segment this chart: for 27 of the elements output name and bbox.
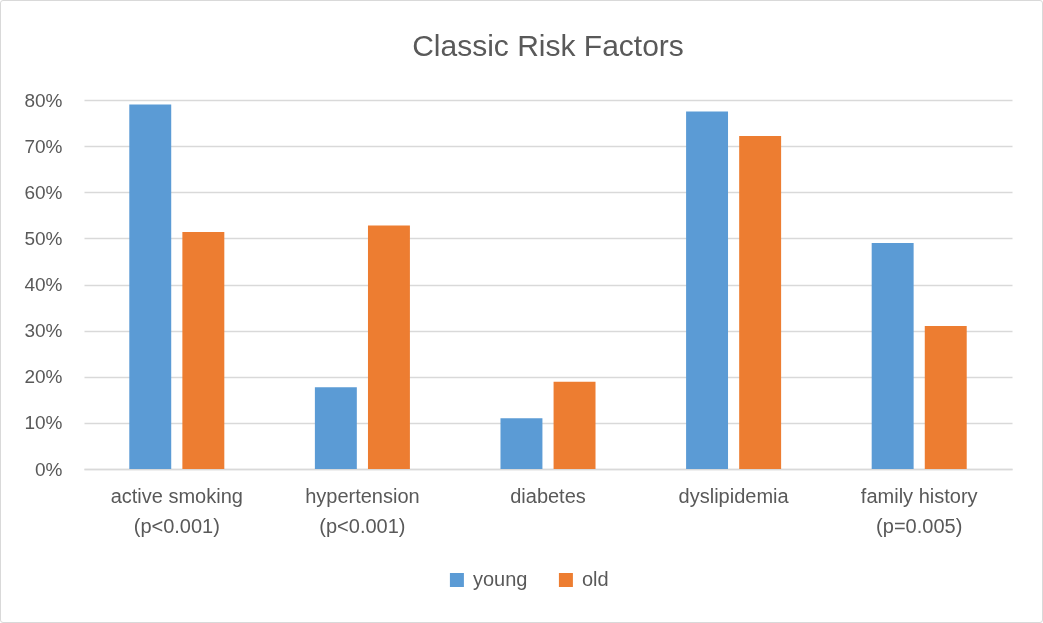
bar: [686, 111, 729, 469]
bar: [553, 381, 596, 469]
bar: [182, 231, 225, 469]
legend-label: young: [472, 568, 528, 590]
x-tick-label: active smoking (p<0.001): [110, 484, 243, 537]
y-tick-label: 70%: [24, 135, 63, 157]
bar: [739, 135, 782, 469]
legend-label: old: [581, 568, 609, 590]
y-tick-label: 30%: [24, 320, 63, 342]
x-tick-label: diabetes: [510, 484, 586, 507]
bar: [500, 418, 543, 469]
chart-title: Classic Risk Factors: [412, 29, 684, 62]
y-tick-label: 20%: [24, 366, 63, 388]
bar: [129, 104, 172, 469]
y-tick-label: 10%: [24, 412, 63, 434]
bar: [871, 242, 914, 469]
y-tick-label: 0%: [35, 458, 63, 480]
y-tick-label: 80%: [24, 89, 63, 111]
bar: [367, 225, 410, 469]
x-tick-label: dyslipidemia: [678, 484, 790, 507]
x-tick-label: hypertension (p<0.001): [305, 484, 420, 537]
y-tick-label: 50%: [24, 227, 63, 249]
bar: [924, 326, 967, 469]
y-tick-label: 40%: [24, 274, 63, 295]
y-tick-label: 60%: [24, 181, 63, 203]
bar: [314, 387, 357, 469]
x-tick-label: family history (p=0.005): [860, 484, 978, 537]
